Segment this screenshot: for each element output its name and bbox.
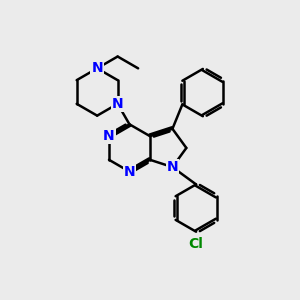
- Text: N: N: [124, 165, 135, 178]
- Text: N: N: [91, 61, 103, 75]
- Text: N: N: [167, 160, 178, 174]
- Text: Cl: Cl: [189, 237, 203, 251]
- Text: N: N: [112, 97, 123, 111]
- Text: N: N: [103, 129, 115, 143]
